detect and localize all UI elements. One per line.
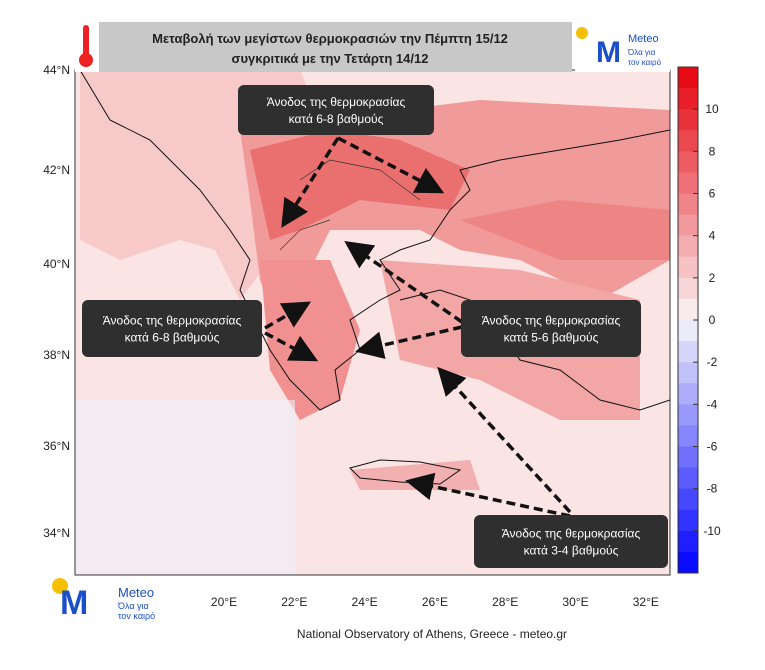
colorbar-label: -6 (707, 440, 718, 454)
logo-tagline: Όλα για (117, 601, 149, 611)
colorbar-band (678, 298, 698, 321)
annotation-text: κατά 5-6 βαθμούς (504, 331, 599, 345)
colorbar-band (678, 509, 698, 532)
colorbar-band (678, 214, 698, 237)
annotation-text: κατά 3-4 βαθμούς (524, 544, 619, 558)
lon-label: 20°E (211, 595, 237, 609)
lon-label: 30°E (562, 595, 588, 609)
colorbar-band (678, 88, 698, 110)
colorbar-band (678, 67, 698, 89)
annotation-text: κατά 6-8 βαθμούς (289, 112, 384, 126)
logo-name: Meteo (118, 585, 154, 600)
colorbar-band (678, 362, 698, 384)
colorbar-label: 10 (705, 102, 719, 116)
colorbar-band (678, 151, 698, 173)
colorbar-label: -4 (707, 397, 718, 411)
colorbar-band (678, 277, 698, 300)
lat-label: 36°N (43, 439, 70, 453)
colorbar-label: 8 (709, 144, 716, 158)
colorbar-label: 2 (709, 271, 716, 285)
title: Μεταβολή των μεγίστων θερμοκρασιών την Π… (152, 31, 508, 46)
lon-label: 26°E (422, 595, 448, 609)
title: συγκριτικά με την Τετάρτη 14/12 (232, 51, 429, 66)
colorbar-label: 6 (709, 187, 716, 201)
colorbar-band (678, 109, 698, 131)
colorbar-label: 0 (709, 313, 716, 327)
colorbar-band (678, 404, 698, 426)
lat-label: 42°N (43, 163, 70, 177)
colorbar-band (678, 193, 698, 216)
svg-text:M: M (596, 36, 621, 69)
annotation-box (474, 515, 668, 568)
colorbar-band (678, 235, 698, 258)
logo-name: Meteo (628, 33, 659, 45)
colorbar-label: 4 (709, 229, 716, 243)
lon-label: 24°E (352, 595, 378, 609)
colorbar-band (678, 467, 698, 490)
colorbar-band (678, 383, 698, 405)
lon-label: 28°E (492, 595, 518, 609)
colorbar-band (678, 446, 698, 469)
svg-text:M: M (60, 584, 88, 622)
colorbar-band (678, 425, 698, 447)
lon-label: 32°E (633, 595, 659, 609)
colorbar-band (678, 488, 698, 511)
colorbar-band (678, 530, 698, 553)
logo-tagline: τον καιρό (118, 611, 155, 621)
colorbar-label: -8 (707, 482, 718, 496)
logo-tagline: Όλα για (627, 48, 656, 57)
colorbar-band (678, 256, 698, 279)
colorbar-band (678, 320, 698, 342)
colorbar-band (678, 172, 698, 194)
colorbar-label: -2 (707, 355, 718, 369)
title-box (75, 22, 572, 72)
lat-label: 38°N (43, 348, 70, 362)
annotation-text: Άνοδος της θερμοκρασίας (267, 95, 406, 109)
annotation-text: κατά 6-8 βαθμούς (125, 331, 220, 345)
logo-tagline: τον καιρό (628, 58, 662, 67)
lat-label: 34°N (43, 526, 70, 540)
annotation-box (238, 85, 434, 135)
annotation-box (461, 300, 641, 357)
colorbar-band (678, 341, 698, 363)
lat-label: 44°N (43, 63, 70, 77)
footer: National Observatory of Athens, Greece -… (297, 627, 567, 641)
colorbar-label: -10 (703, 524, 721, 538)
annotation-text: Άνοδος της θερμοκρασίας (502, 527, 641, 541)
lon-label: 22°E (281, 595, 307, 609)
annotation-text: Άνοδος της θερμοκρασίας (103, 314, 242, 328)
annotation-box (82, 300, 262, 357)
lat-label: 40°N (43, 257, 70, 271)
colorbar-band (678, 551, 698, 574)
colorbar-band (678, 130, 698, 152)
annotation-text: Άνοδος της θερμοκρασίας (482, 314, 621, 328)
